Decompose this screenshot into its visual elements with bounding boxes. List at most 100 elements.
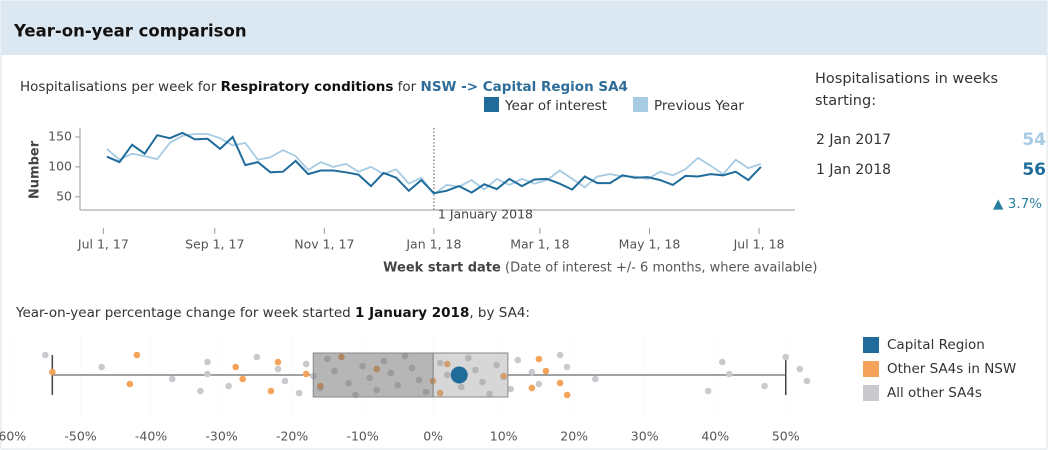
summary-value: 54 [1022, 130, 1046, 150]
point [443, 360, 451, 368]
point [486, 390, 493, 398]
point [803, 377, 811, 385]
point [542, 367, 550, 375]
x-tick-label: Mar 1, 18 [510, 237, 569, 252]
legend-label: Other SA4s in NSW [887, 361, 1016, 377]
legend-label: All other SA4s [887, 385, 982, 401]
annotation: 1 January 2018 [438, 207, 533, 222]
legend-label: Previous Year [654, 98, 744, 114]
point [704, 387, 712, 395]
point [436, 359, 444, 367]
point [500, 372, 507, 380]
point [225, 382, 232, 390]
point [465, 354, 472, 362]
point [274, 365, 282, 373]
summary-title: Hospitalisations in weeks starting: [815, 71, 999, 109]
x-tick-label: 40% [701, 429, 729, 444]
point [168, 375, 176, 383]
point [726, 370, 733, 378]
point [239, 375, 247, 383]
point [436, 389, 444, 397]
subtitle-part: Respiratory conditions [221, 79, 394, 95]
point [535, 380, 543, 388]
x-axis-label: Week start date [383, 261, 501, 276]
box-upper [432, 352, 509, 398]
header-band [1, 1, 1047, 55]
x-tick-label: -40% [135, 429, 167, 444]
subtitle-part: Hospitalisations per week for [20, 79, 221, 95]
subtitle-part: for [393, 79, 420, 95]
point [528, 384, 536, 392]
point [253, 353, 261, 361]
line [106, 131, 762, 195]
legend-label: Year of interest [504, 98, 607, 114]
point [281, 377, 289, 385]
y-tick-label: 150 [48, 128, 72, 143]
line [106, 133, 762, 196]
x-tick-label: 0% [423, 429, 443, 444]
point [556, 351, 564, 359]
x-tick-label: -10% [346, 429, 378, 444]
y-tick-label: 100 [48, 158, 72, 173]
x-axis-note: (Date of interest +/- 6 months, where av… [505, 261, 817, 276]
point [507, 385, 515, 393]
point [761, 382, 768, 390]
subtitle-part: , by SA4: [469, 305, 530, 321]
x-tick-label: 30% [631, 429, 659, 444]
legend-label: Capital Region [887, 337, 985, 353]
legend-swatch [633, 97, 648, 112]
point [796, 365, 804, 373]
point [295, 389, 303, 397]
point [535, 355, 543, 363]
point [204, 370, 211, 378]
y-tick-label: 50 [56, 188, 72, 203]
point [274, 358, 282, 366]
x-tick-label: 20% [560, 429, 588, 444]
point [302, 360, 310, 368]
point [592, 375, 599, 383]
point [49, 368, 56, 376]
x-tick-label: -60% [0, 429, 26, 444]
x-tick-label: Jul 1, 18 [733, 237, 785, 252]
point [197, 387, 204, 395]
subtitle-part: NSW -> Capital Region SA4 [421, 79, 628, 95]
x-tick-label: Jan 1, 18 [405, 237, 461, 252]
point [133, 351, 141, 359]
legend-swatch [863, 361, 879, 377]
point [450, 366, 468, 384]
point [41, 351, 49, 359]
point [514, 356, 522, 364]
box-lower [312, 352, 434, 398]
x-tick-label: 10% [490, 429, 518, 444]
point [493, 361, 500, 369]
subtitle-part: 1 January 2018 [355, 305, 469, 321]
x-tick-label: Sep 1, 17 [185, 237, 244, 252]
summary-label: 2 Jan 2017 [816, 132, 891, 148]
point [782, 353, 790, 361]
point [458, 383, 465, 391]
x-tick-label: -20% [276, 429, 308, 444]
summary-label: 1 Jan 2018 [816, 162, 891, 178]
summary-change: ▲ 3.7% [993, 196, 1042, 212]
x-tick-label: Jul 1, 17 [77, 237, 129, 252]
point [479, 378, 486, 386]
legend-swatch [863, 385, 879, 401]
point [267, 387, 275, 395]
point [443, 371, 451, 379]
subtitle-part: Year-on-year percentage change for week … [15, 305, 355, 321]
y-axis-label: Number [28, 140, 43, 199]
point [563, 363, 571, 371]
summary-value: 56 [1022, 160, 1046, 180]
header-title: Year-on-year comparison [13, 22, 247, 41]
legend-swatch [863, 337, 879, 353]
point [98, 363, 105, 371]
point [528, 368, 536, 376]
x-tick-label: -30% [205, 429, 237, 444]
point [556, 379, 564, 387]
point [472, 366, 479, 374]
point [718, 358, 726, 366]
legend-swatch [484, 97, 499, 112]
point [563, 391, 571, 399]
